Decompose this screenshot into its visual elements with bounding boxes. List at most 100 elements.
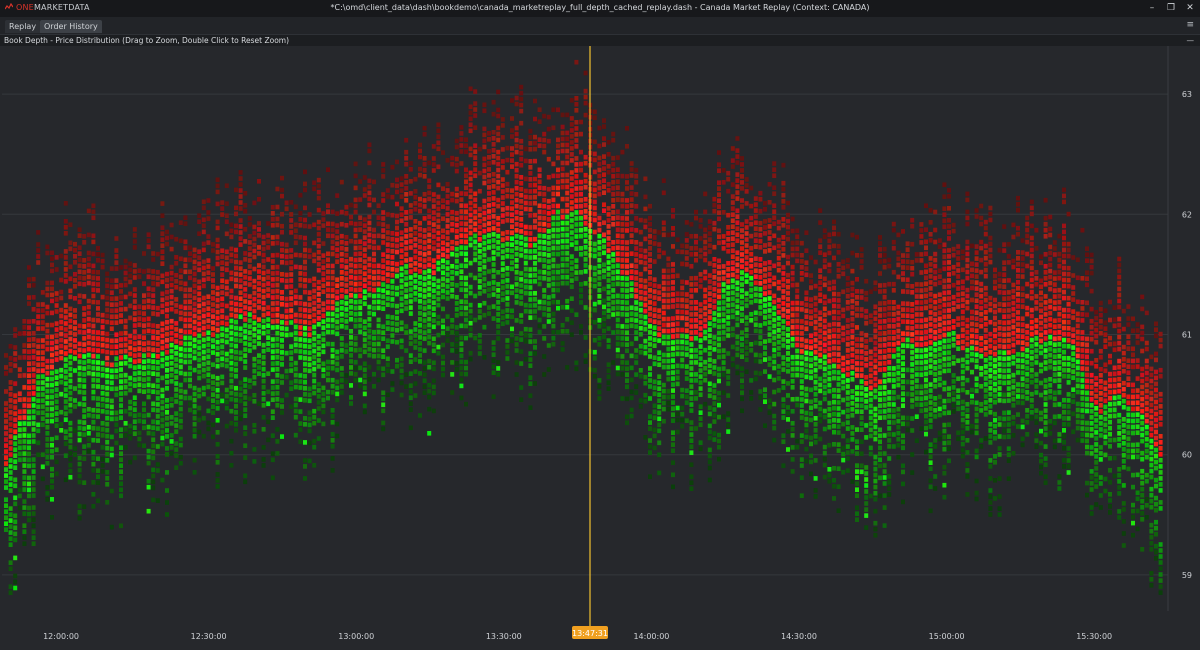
ask-level (514, 143, 519, 149)
bid-level (597, 239, 602, 245)
bid-level (698, 410, 703, 415)
ask-level (280, 247, 284, 253)
bid-level (372, 329, 376, 335)
bid-level (372, 305, 376, 311)
bid-level (31, 397, 36, 402)
ask-level (491, 111, 496, 117)
bid-level (174, 351, 179, 356)
bid-level (749, 390, 754, 395)
ask-level (454, 222, 459, 228)
bid-level (82, 444, 87, 449)
ask-level (77, 299, 82, 305)
ask-level (27, 319, 31, 324)
minimize-button[interactable]: – (1149, 2, 1155, 13)
bid-level (620, 276, 625, 281)
ask-level (335, 211, 340, 216)
ask-level (413, 261, 418, 266)
bid-level (477, 279, 482, 284)
restore-button[interactable]: ❐ (1166, 2, 1176, 13)
panel-minimize-button[interactable]: — (1186, 36, 1195, 45)
ask-level (606, 248, 611, 253)
ask-level (464, 167, 468, 173)
ask-level (648, 294, 652, 299)
ask-level (500, 213, 505, 218)
bid-level (151, 425, 156, 431)
tab-order-history[interactable]: Order History (40, 20, 102, 33)
bid-level (165, 488, 169, 493)
bid-level (381, 390, 386, 396)
bid-level (565, 262, 570, 268)
bid-level (551, 329, 556, 335)
ask-level (123, 330, 128, 336)
bid-level (404, 294, 409, 299)
bid-level (27, 415, 31, 421)
bid-level (689, 354, 694, 359)
ask-level (579, 203, 583, 209)
ask-level (321, 271, 326, 276)
bid-level (211, 350, 215, 355)
ask-level (574, 186, 579, 191)
ask-level (330, 281, 335, 287)
ask-level (229, 294, 234, 300)
bid-level (753, 292, 758, 298)
ask-level (703, 311, 708, 317)
ask-level (224, 183, 229, 188)
bid-level (206, 384, 211, 390)
bid-level (482, 258, 487, 264)
bid-level (574, 228, 579, 233)
ask-level (459, 233, 464, 238)
bid-level (321, 409, 326, 415)
ask-level (602, 154, 606, 159)
bid-level (119, 457, 123, 462)
tab-menu-icon[interactable]: ≡ (1186, 20, 1194, 30)
bid-level (528, 285, 533, 290)
ask-level (362, 271, 367, 276)
ask-level (109, 314, 114, 319)
ask-level (404, 192, 409, 197)
bid-level (735, 304, 740, 310)
bid-level (96, 366, 100, 371)
ask-level (431, 240, 436, 245)
bid-level (592, 367, 597, 373)
ask-level (413, 237, 418, 242)
ask-level (422, 258, 427, 263)
ask-level (574, 192, 579, 197)
bid-level (372, 353, 376, 359)
bid-level (551, 275, 556, 281)
ask-level (349, 293, 353, 298)
bid-level (620, 366, 625, 371)
bid-level (100, 385, 105, 390)
ask-level (82, 276, 87, 281)
ask-level (201, 313, 206, 319)
bid-level (114, 362, 119, 367)
ask-level (408, 257, 413, 262)
bid-level (744, 339, 749, 344)
ask-level (459, 131, 464, 136)
bid-level (234, 355, 238, 361)
ask-level (201, 241, 206, 247)
bid-level (533, 381, 537, 386)
ask-level (146, 298, 151, 304)
bid-level (464, 401, 468, 407)
ask-level (234, 307, 238, 313)
ask-level (247, 240, 252, 245)
ask-level (574, 96, 579, 101)
ask-level (220, 290, 225, 295)
ask-level (519, 84, 524, 90)
ask-level (160, 303, 165, 309)
bid-level (560, 262, 565, 268)
bid-level (229, 354, 234, 360)
ask-level (399, 254, 404, 259)
ask-level (27, 283, 31, 288)
bid-level (445, 290, 450, 295)
ask-level (611, 173, 616, 179)
tab-replay[interactable]: Replay (5, 20, 41, 33)
ask-level (629, 269, 634, 274)
close-button[interactable]: ✕ (1186, 2, 1194, 13)
bid-level (151, 389, 156, 394)
bid-level (491, 268, 496, 273)
ask-level (505, 218, 510, 223)
bid-level (721, 366, 726, 371)
bid-level (307, 362, 312, 368)
